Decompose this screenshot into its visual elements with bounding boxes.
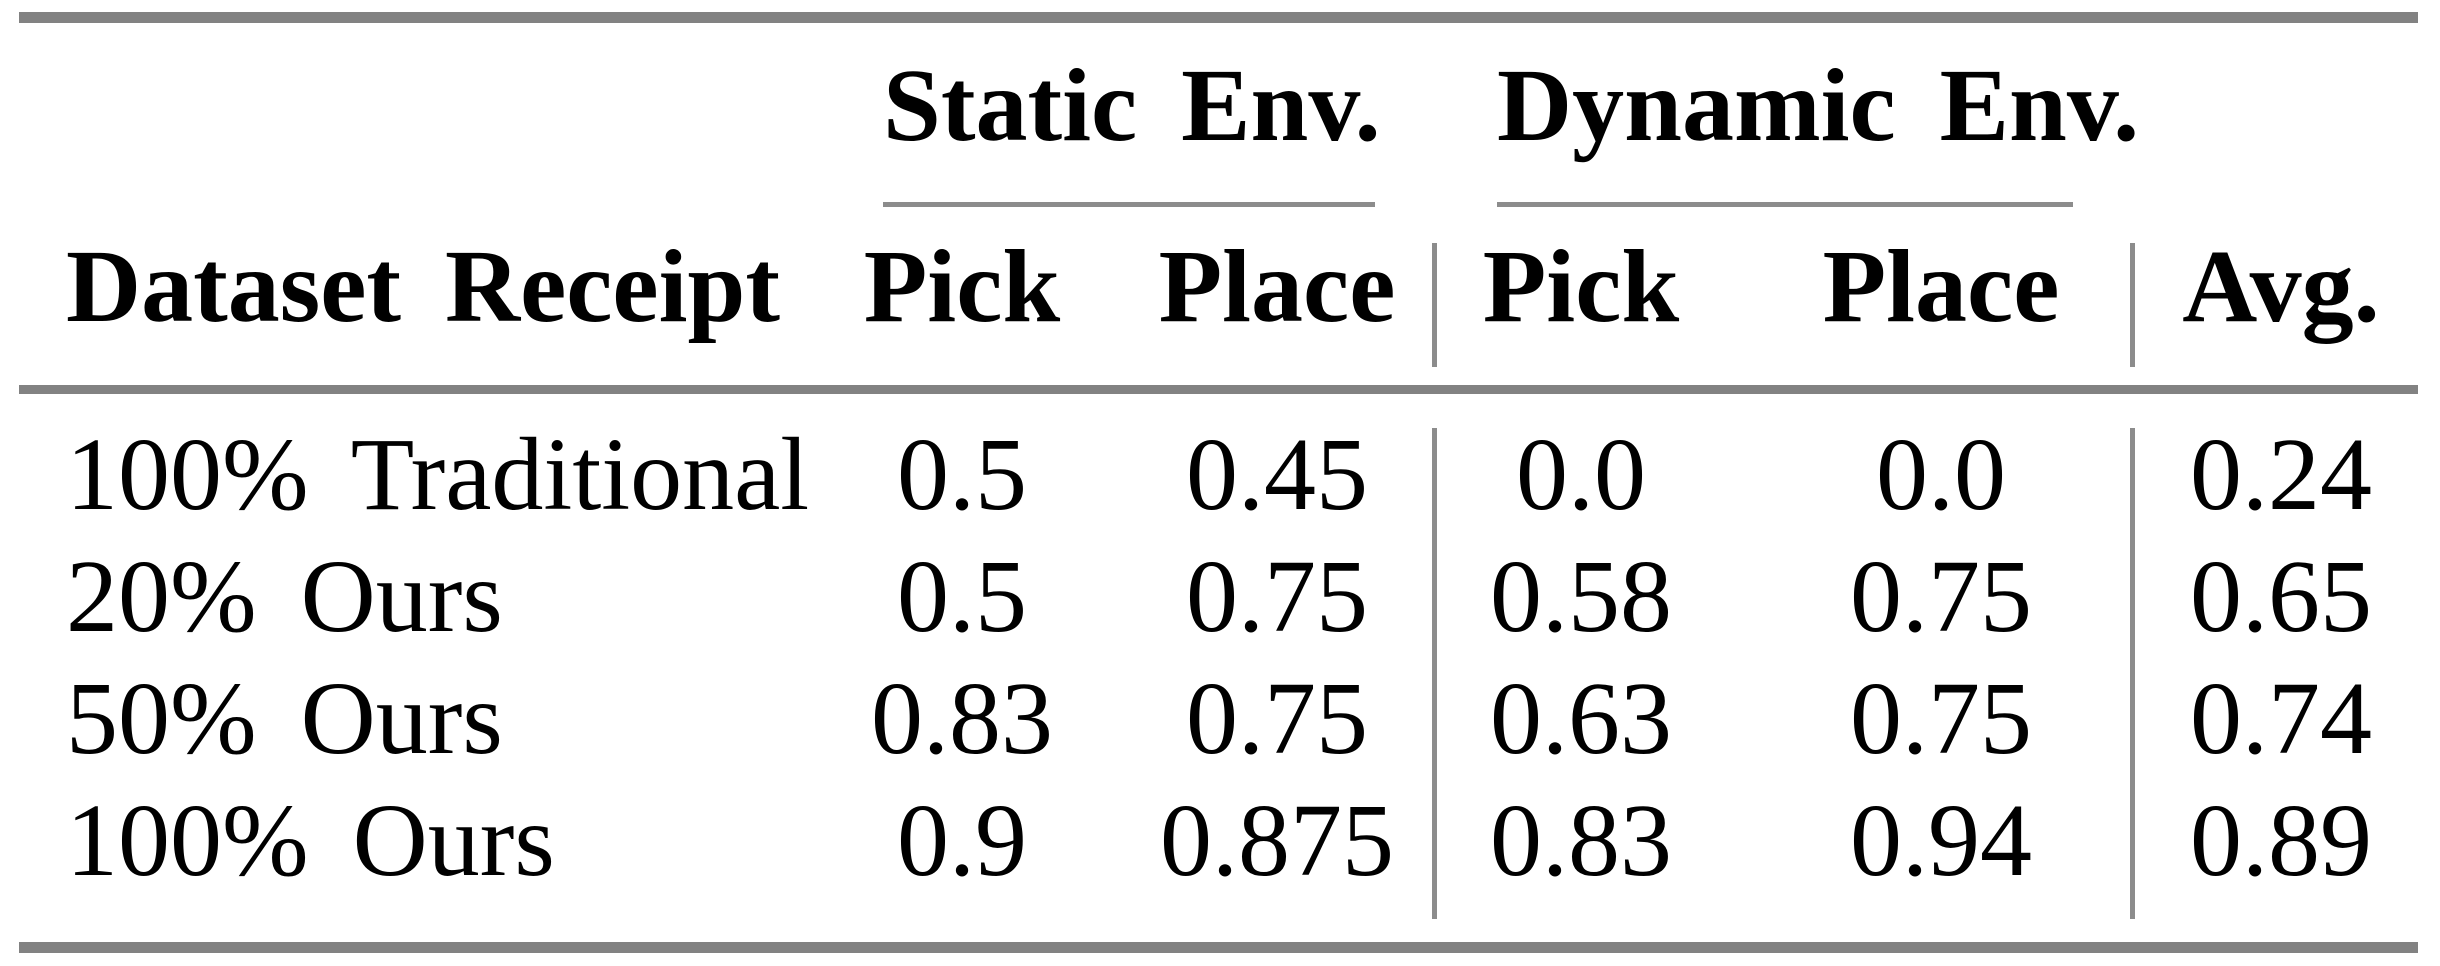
cell-dynamic-pick: 0.63 bbox=[1490, 661, 1672, 776]
column-header-dynamic-place: Place bbox=[1822, 229, 2060, 344]
cell-avg: 0.74 bbox=[2190, 661, 2372, 776]
cell-avg: 0.89 bbox=[2190, 783, 2372, 898]
cell-dynamic-pick: 0.0 bbox=[1516, 417, 1646, 532]
cell-avg: 0.24 bbox=[2190, 417, 2372, 532]
vertical-rule-avg-body bbox=[2130, 428, 2135, 919]
row-label: 100% Traditional bbox=[66, 417, 810, 532]
vertical-rule-static-dynamic-body bbox=[1432, 428, 1437, 919]
cell-avg: 0.65 bbox=[2190, 539, 2372, 654]
row-label: 20% Ours bbox=[66, 539, 503, 654]
cmidrule-dynamic-env bbox=[1497, 202, 2073, 207]
cell-static-place: 0.45 bbox=[1186, 417, 1368, 532]
row-label: 100% Ours bbox=[66, 783, 555, 898]
bottom-rule bbox=[19, 942, 2418, 953]
cell-static-place: 0.875 bbox=[1160, 783, 1394, 898]
top-rule bbox=[19, 12, 2418, 23]
column-group-header-dynamic-env: Dynamic Env. bbox=[1497, 48, 2140, 163]
cell-dynamic-place: 0.75 bbox=[1850, 661, 2032, 776]
cell-dynamic-place: 0.0 bbox=[1876, 417, 2006, 532]
column-header-static-place: Place bbox=[1158, 229, 1396, 344]
column-header-dataset-receipt: Dataset Receipt bbox=[66, 229, 780, 344]
cell-static-place: 0.75 bbox=[1186, 539, 1368, 654]
header-mid-rule bbox=[19, 385, 2418, 394]
column-header-static-pick: Pick bbox=[863, 229, 1061, 344]
cmidrule-static-env bbox=[883, 202, 1375, 207]
column-header-avg: Avg. bbox=[2182, 229, 2380, 344]
cell-static-pick: 0.9 bbox=[897, 783, 1027, 898]
cell-dynamic-place: 0.75 bbox=[1850, 539, 2032, 654]
cell-dynamic-place: 0.94 bbox=[1850, 783, 2032, 898]
column-header-dynamic-pick: Pick bbox=[1482, 229, 1680, 344]
cell-static-pick: 0.5 bbox=[897, 539, 1027, 654]
cell-dynamic-pick: 0.58 bbox=[1490, 539, 1672, 654]
cell-static-place: 0.75 bbox=[1186, 661, 1368, 776]
column-group-header-static-env: Static Env. bbox=[883, 48, 1381, 163]
row-label: 50% Ours bbox=[66, 661, 503, 776]
vertical-rule-avg-header bbox=[2130, 243, 2135, 367]
vertical-rule-static-dynamic-header bbox=[1432, 243, 1437, 367]
cell-dynamic-pick: 0.83 bbox=[1490, 783, 1672, 898]
cell-static-pick: 0.5 bbox=[897, 417, 1027, 532]
cell-static-pick: 0.83 bbox=[871, 661, 1053, 776]
